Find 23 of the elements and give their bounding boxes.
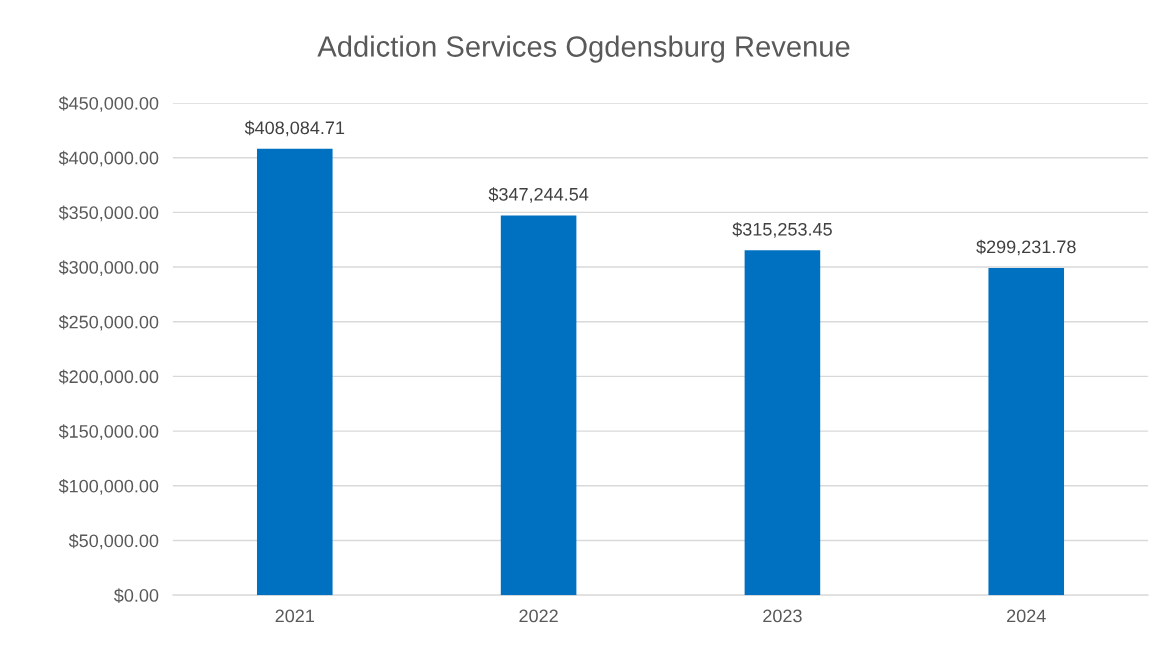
y-tick-label: $400,000.00 [58, 150, 159, 167]
x-tick-label: 2023 [763, 609, 802, 623]
x-tick-label: 2024 [1007, 609, 1046, 623]
y-tick-label: $300,000.00 [58, 260, 159, 276]
data-label: $408,084.71 [244, 120, 345, 137]
data-label: $299,231.78 [976, 239, 1076, 256]
bar [744, 250, 821, 596]
y-tick-label: $450,000.00 [58, 96, 159, 112]
y-tick-label: $150,000.00 [58, 424, 159, 440]
data-label: $315,253.45 [732, 222, 832, 238]
bar [988, 267, 1065, 596]
y-tick-label: $250,000.00 [58, 314, 159, 331]
data-label: $347,244.54 [488, 187, 589, 203]
x-tick-label: 2022 [519, 609, 558, 623]
y-tick-label: $50,000.00 [68, 533, 159, 550]
bar [500, 215, 577, 596]
y-tick-label: $200,000.00 [58, 369, 159, 386]
y-tick-label: $350,000.00 [58, 205, 159, 222]
y-tick-label: $100,000.00 [58, 478, 159, 495]
chart-title: Addiction Services Ogdensburg Revenue [317, 35, 850, 63]
bar [256, 148, 333, 596]
y-tick-label: $0.00 [113, 588, 159, 603]
x-tick-label: 2021 [275, 609, 314, 623]
